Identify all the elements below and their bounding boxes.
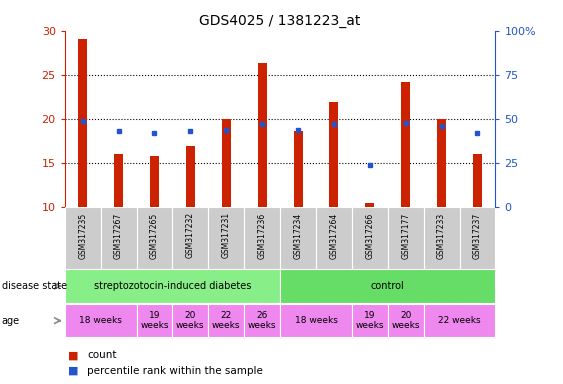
Bar (424, 207, 459, 269)
Text: GSM317234: GSM317234 (293, 212, 302, 258)
Bar (365, 203, 374, 207)
Bar (208, 207, 244, 269)
Text: 18 weeks: 18 weeks (294, 316, 337, 325)
Bar (280, 207, 316, 269)
Text: GSM317177: GSM317177 (401, 212, 410, 258)
Text: ■: ■ (68, 366, 78, 376)
Text: GSM317264: GSM317264 (329, 212, 338, 258)
Text: age: age (2, 316, 20, 326)
Text: GSM317235: GSM317235 (78, 212, 87, 258)
Text: 20
weeks: 20 weeks (391, 311, 420, 330)
Bar (65, 304, 137, 337)
Text: 19
weeks: 19 weeks (140, 311, 169, 330)
Bar (137, 207, 172, 269)
Text: ■: ■ (68, 350, 78, 360)
Bar (329, 102, 338, 207)
Bar (437, 119, 446, 207)
Bar (244, 207, 280, 269)
Bar (473, 154, 482, 207)
Bar (316, 207, 352, 269)
Bar (65, 270, 280, 303)
Text: 22
weeks: 22 weeks (212, 311, 240, 330)
Bar (172, 304, 208, 337)
Text: GSM317233: GSM317233 (437, 212, 446, 258)
Bar (65, 207, 101, 269)
Text: streptozotocin-induced diabetes: streptozotocin-induced diabetes (93, 281, 251, 291)
Bar (114, 154, 123, 207)
Text: 26
weeks: 26 weeks (248, 311, 276, 330)
Text: 20
weeks: 20 weeks (176, 311, 204, 330)
Bar (280, 304, 352, 337)
Bar (244, 304, 280, 337)
Bar (186, 146, 195, 207)
Text: GSM317237: GSM317237 (473, 212, 482, 258)
Bar (352, 304, 388, 337)
Bar (293, 131, 302, 207)
Text: 18 weeks: 18 weeks (79, 316, 122, 325)
Text: percentile rank within the sample: percentile rank within the sample (87, 366, 263, 376)
Title: GDS4025 / 1381223_at: GDS4025 / 1381223_at (199, 14, 361, 28)
Text: 22 weeks: 22 weeks (438, 316, 481, 325)
Bar (172, 207, 208, 269)
Bar (388, 207, 424, 269)
Text: GSM317231: GSM317231 (222, 212, 231, 258)
Bar (258, 63, 267, 207)
Bar (424, 304, 495, 337)
Bar (401, 82, 410, 207)
Text: GSM317266: GSM317266 (365, 212, 374, 258)
Text: disease state: disease state (2, 281, 67, 291)
Text: 19
weeks: 19 weeks (356, 311, 384, 330)
Text: GSM317232: GSM317232 (186, 212, 195, 258)
Text: GSM317267: GSM317267 (114, 212, 123, 258)
Bar (101, 207, 137, 269)
Bar (137, 304, 172, 337)
Bar (208, 304, 244, 337)
Bar (78, 39, 87, 207)
Text: GSM317265: GSM317265 (150, 212, 159, 258)
Bar (388, 304, 424, 337)
Bar (222, 119, 231, 207)
Text: control: control (371, 281, 405, 291)
Bar (150, 156, 159, 207)
Bar (352, 207, 388, 269)
Text: count: count (87, 350, 117, 360)
Text: GSM317236: GSM317236 (258, 212, 267, 258)
Bar (280, 270, 495, 303)
Bar (459, 207, 495, 269)
